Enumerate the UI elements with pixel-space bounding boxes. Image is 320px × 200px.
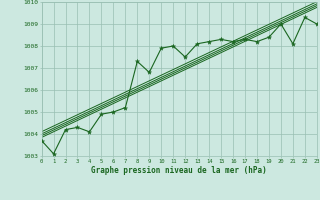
X-axis label: Graphe pression niveau de la mer (hPa): Graphe pression niveau de la mer (hPa) (91, 166, 267, 175)
